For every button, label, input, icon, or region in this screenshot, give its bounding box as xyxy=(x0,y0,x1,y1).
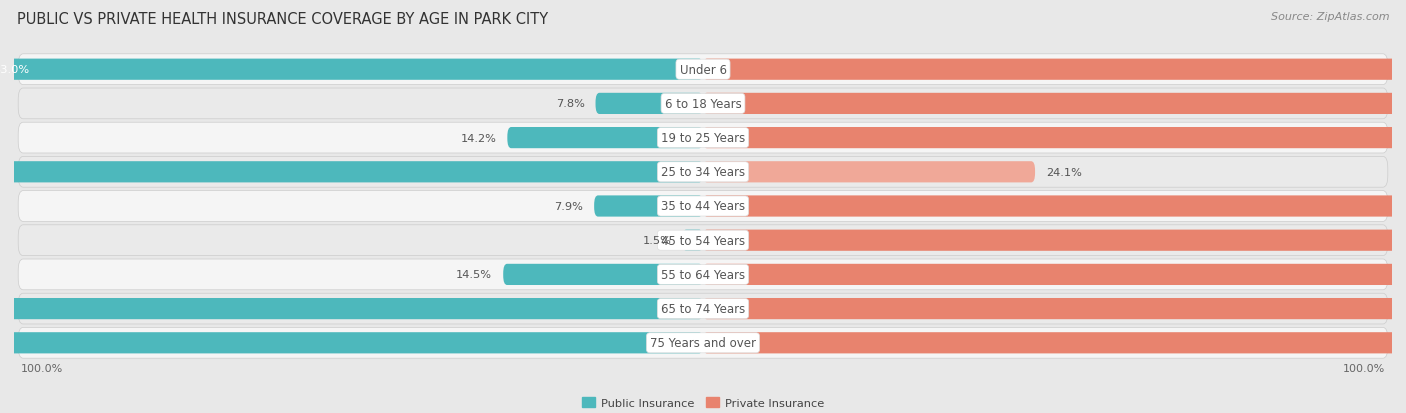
FancyBboxPatch shape xyxy=(18,225,1388,256)
FancyBboxPatch shape xyxy=(703,196,1406,217)
Text: 19 to 25 Years: 19 to 25 Years xyxy=(661,132,745,145)
FancyBboxPatch shape xyxy=(703,264,1406,285)
FancyBboxPatch shape xyxy=(703,332,1406,354)
FancyBboxPatch shape xyxy=(0,59,703,81)
Text: 25 to 34 Years: 25 to 34 Years xyxy=(661,166,745,179)
FancyBboxPatch shape xyxy=(18,294,1388,324)
Text: Source: ZipAtlas.com: Source: ZipAtlas.com xyxy=(1271,12,1389,22)
FancyBboxPatch shape xyxy=(703,94,1406,115)
FancyBboxPatch shape xyxy=(703,230,1406,251)
Text: Under 6: Under 6 xyxy=(679,64,727,76)
FancyBboxPatch shape xyxy=(503,264,703,285)
Text: 45 to 54 Years: 45 to 54 Years xyxy=(661,234,745,247)
FancyBboxPatch shape xyxy=(703,298,1406,319)
FancyBboxPatch shape xyxy=(18,55,1388,85)
Legend: Public Insurance, Private Insurance: Public Insurance, Private Insurance xyxy=(582,397,824,408)
FancyBboxPatch shape xyxy=(0,162,703,183)
FancyBboxPatch shape xyxy=(18,89,1388,119)
FancyBboxPatch shape xyxy=(18,191,1388,222)
FancyBboxPatch shape xyxy=(703,59,1406,81)
FancyBboxPatch shape xyxy=(18,123,1388,154)
FancyBboxPatch shape xyxy=(508,128,703,149)
Text: PUBLIC VS PRIVATE HEALTH INSURANCE COVERAGE BY AGE IN PARK CITY: PUBLIC VS PRIVATE HEALTH INSURANCE COVER… xyxy=(17,12,548,27)
Text: 7.8%: 7.8% xyxy=(555,99,585,109)
FancyBboxPatch shape xyxy=(0,298,703,319)
FancyBboxPatch shape xyxy=(703,128,1406,149)
Text: 75 Years and over: 75 Years and over xyxy=(650,337,756,349)
Text: 35 to 44 Years: 35 to 44 Years xyxy=(661,200,745,213)
Text: 14.5%: 14.5% xyxy=(456,270,492,280)
FancyBboxPatch shape xyxy=(18,328,1388,358)
Text: 14.2%: 14.2% xyxy=(460,133,496,143)
Text: 55 to 64 Years: 55 to 64 Years xyxy=(661,268,745,281)
FancyBboxPatch shape xyxy=(18,157,1388,188)
FancyBboxPatch shape xyxy=(18,259,1388,290)
Text: 65 to 74 Years: 65 to 74 Years xyxy=(661,302,745,316)
Text: 7.9%: 7.9% xyxy=(554,202,583,211)
Text: 1.5%: 1.5% xyxy=(643,236,671,246)
FancyBboxPatch shape xyxy=(682,230,703,251)
Text: 24.1%: 24.1% xyxy=(1046,167,1083,177)
Text: 100.0%: 100.0% xyxy=(21,363,63,373)
FancyBboxPatch shape xyxy=(0,332,703,354)
Text: 53.0%: 53.0% xyxy=(0,65,30,75)
Text: 6 to 18 Years: 6 to 18 Years xyxy=(665,97,741,111)
FancyBboxPatch shape xyxy=(596,94,703,115)
Text: 100.0%: 100.0% xyxy=(1343,363,1385,373)
FancyBboxPatch shape xyxy=(595,196,703,217)
FancyBboxPatch shape xyxy=(703,162,1035,183)
